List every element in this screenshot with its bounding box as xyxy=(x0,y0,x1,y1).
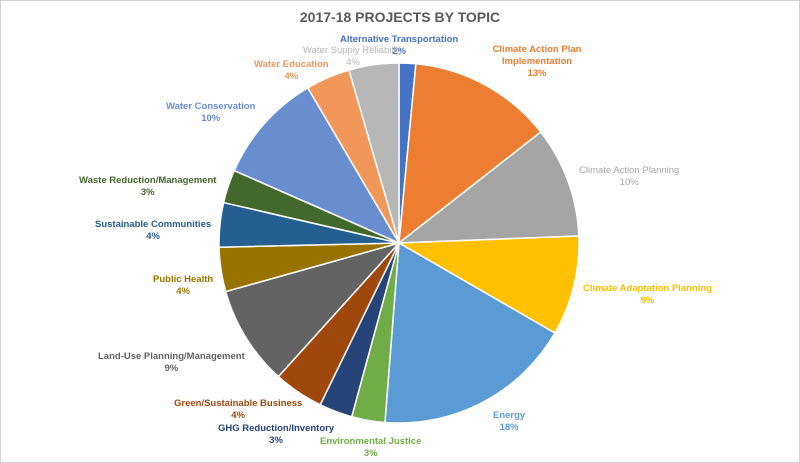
slice-label-percent: 10% xyxy=(201,113,221,124)
slice-label-percent: 3% xyxy=(140,187,155,198)
pie-slice-water-conservation xyxy=(233,86,401,245)
slice-label-water-supply-reliability: Water Supply Reliability 4% xyxy=(303,45,403,69)
slice-label-percent: 2% xyxy=(392,46,406,57)
slice-label-text: Green/Sustainable Business xyxy=(174,398,303,409)
slice-label-percent: 9% xyxy=(640,295,655,306)
slice-label-green-sustainable-business: Green/Sustainable Business 4% xyxy=(174,398,302,422)
slice-label-text: Sustainable Communities xyxy=(95,219,212,230)
slice-label-percent: 9% xyxy=(164,363,179,374)
slice-label-text: Environmental Justice xyxy=(320,436,422,447)
slice-label-text: Water Conservation xyxy=(166,101,256,112)
slice-label-text: Water Supply Reliability xyxy=(303,45,403,56)
slice-label-land-use-planning-management: Land-Use Planning/Management 9% xyxy=(98,351,245,375)
slice-label-climate-action-planning: Climate Action Planning 10% xyxy=(579,165,679,189)
slice-label-percent: 4% xyxy=(346,57,360,68)
slice-label-climate-adaptation-planning: Climate Adaptation Planning 9% xyxy=(583,283,712,307)
slice-label-climate-action-plan-implementation: Climate Action Plan Implementation 13% xyxy=(477,44,597,80)
chart-title: 2017-18 PROJECTS BY TOPIC xyxy=(299,9,501,25)
slice-label-text: Public Health xyxy=(153,274,214,285)
pie-slice-climate-adaptation-planning xyxy=(396,235,580,335)
slice-label-public-health: Public Health 4% xyxy=(153,274,213,298)
slice-label-water-education: Water Education 4% xyxy=(254,59,329,83)
slice-label-text: GHG Reduction/Inventory xyxy=(218,423,335,434)
pie-slice-energy xyxy=(384,241,556,424)
slice-label-text: Alternative Transportation xyxy=(340,34,459,45)
slice-label-percent: 18% xyxy=(499,422,519,433)
slice-label-text: Climate Adaptation Planning xyxy=(583,283,712,294)
pie-slice-land-use-planning-management xyxy=(224,241,402,378)
slice-label-percent: 3% xyxy=(269,435,283,446)
slice-label-waste-reduction-management: Waste Reduction/Management 3% xyxy=(79,175,216,199)
slice-label-energy: Energy 18% xyxy=(493,410,525,434)
slice-label-percent: 4% xyxy=(146,231,160,242)
slice-label-text: Climate Action Planning xyxy=(579,165,680,176)
slice-label-ghg-reduction-inventory: GHG Reduction/Inventory 3% xyxy=(218,423,334,447)
slice-label-percent: 13% xyxy=(527,68,547,79)
slice-label-percent: 4% xyxy=(284,71,299,82)
slice-label-environmental-justice: Environmental Justice 3% xyxy=(320,436,421,460)
slice-label-percent: 3% xyxy=(363,448,378,459)
pie-slice-climate-action-plan-implementation xyxy=(398,62,542,245)
slice-label-text: Energy xyxy=(493,410,526,421)
slice-label-water-conservation: Water Conservation 10% xyxy=(166,101,255,125)
slice-label-text: Water Education xyxy=(254,59,329,70)
slice-label-percent: 4% xyxy=(176,286,190,297)
slice-label-text: Waste Reduction/Management xyxy=(79,175,217,186)
slice-label-percent: 10% xyxy=(619,177,639,188)
pie-slice-water-supply-reliability xyxy=(348,62,400,244)
slice-label-sustainable-communities: Sustainable Communities 4% xyxy=(95,219,211,243)
slice-label-alternative-transportation: Alternative Transportation 2% xyxy=(340,34,458,58)
slice-label-percent: 4% xyxy=(231,410,246,421)
pie-slice-climate-action-planning xyxy=(396,130,580,244)
slice-label-text: Climate Action Plan Implementation xyxy=(492,44,582,67)
slice-label-text: Land-Use Planning/Management xyxy=(98,351,245,362)
